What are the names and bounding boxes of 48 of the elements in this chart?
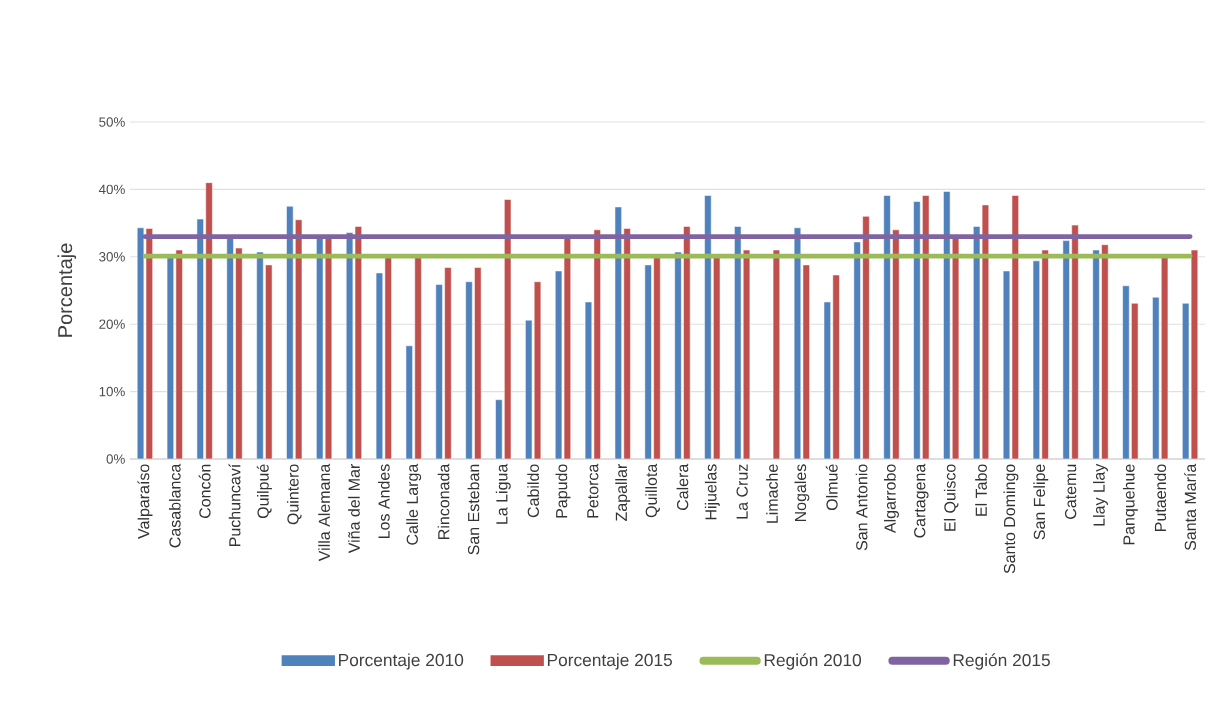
x-tick-label: Casablanca bbox=[168, 463, 181, 548]
bar bbox=[772, 249, 781, 460]
x-tick-label: Valparaíso bbox=[137, 464, 153, 539]
x-tick-label: Los Andes bbox=[377, 464, 390, 538]
y-tick-label: 10% bbox=[99, 386, 125, 397]
x-tick-label: Quintero bbox=[286, 464, 302, 525]
y-tick-label: 40% bbox=[98, 184, 125, 195]
x-tick-label: Villa Alemana bbox=[318, 463, 330, 562]
x-tick-label: San Esteban bbox=[467, 464, 480, 555]
x-tick-label: Nogales bbox=[794, 464, 810, 522]
x-tick-label: Petorca bbox=[587, 463, 599, 518]
y-tick-label: 0% bbox=[106, 454, 125, 464]
x-tick-label: Calle Larga bbox=[406, 463, 422, 545]
x-tick-label: Rinconada bbox=[437, 463, 450, 539]
y-tick-label: 20% bbox=[99, 319, 125, 329]
x-tick-label: La Cruz bbox=[736, 464, 748, 519]
x-tick-label: Hijuelas bbox=[704, 464, 720, 520]
x-tick-label: Algarrobo bbox=[884, 464, 899, 534]
y-tick-label: 30% bbox=[99, 252, 125, 262]
x-tick-label: Calera bbox=[676, 463, 689, 511]
x-tick-label: Puchuncaví bbox=[228, 463, 241, 546]
y-tick-label: 50% bbox=[99, 117, 125, 127]
x-tick-label: Viña del Mar bbox=[348, 463, 360, 554]
x-tick-label: Cartagena bbox=[914, 463, 929, 538]
legend-label: Región 2015 bbox=[953, 653, 1050, 670]
x-tick-label: Olmué bbox=[825, 464, 838, 511]
x-tick-label: Panquehue bbox=[1122, 464, 1138, 545]
x-tick-label: Putaendo bbox=[1154, 464, 1167, 531]
x-tick-label: Cabildo bbox=[527, 464, 539, 518]
x-tick-label: Quilpué bbox=[256, 464, 272, 519]
legend-label: Porcentaje 2015 bbox=[547, 653, 672, 670]
x-tick-label: Zapallar bbox=[615, 463, 631, 521]
x-tick-label: Papudo bbox=[555, 464, 571, 518]
x-tick-label: Llay Llay bbox=[1093, 463, 1108, 526]
x-tick-label: San Felipe bbox=[1033, 464, 1049, 540]
x-tick-label: Limache bbox=[766, 464, 778, 523]
legend-label: Región 2010 bbox=[764, 653, 862, 670]
x-tick-label: Quillota bbox=[645, 463, 660, 518]
x-tick-label: El Quisco bbox=[943, 464, 959, 531]
x-tick-label: Santa María bbox=[1184, 463, 1197, 551]
x-tick-label: Concón bbox=[198, 464, 211, 519]
x-tick-label: El Tabo bbox=[975, 464, 987, 516]
x-tick-label: Catemu bbox=[1064, 464, 1077, 519]
x-tick-label: San Antonio bbox=[855, 464, 868, 551]
y-axis-title: Porcentaje bbox=[57, 243, 77, 337]
x-tick-label: La Ligua bbox=[495, 463, 511, 524]
legend-label: Porcentaje 2010 bbox=[339, 653, 464, 670]
x-tick-label: Santo Domingo bbox=[1003, 464, 1019, 574]
